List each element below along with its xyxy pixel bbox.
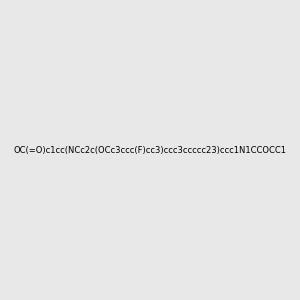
Text: OC(=O)c1cc(NCc2c(OCc3ccc(F)cc3)ccc3ccccc23)ccc1N1CCOCC1: OC(=O)c1cc(NCc2c(OCc3ccc(F)cc3)ccc3ccccc… [14, 146, 286, 154]
